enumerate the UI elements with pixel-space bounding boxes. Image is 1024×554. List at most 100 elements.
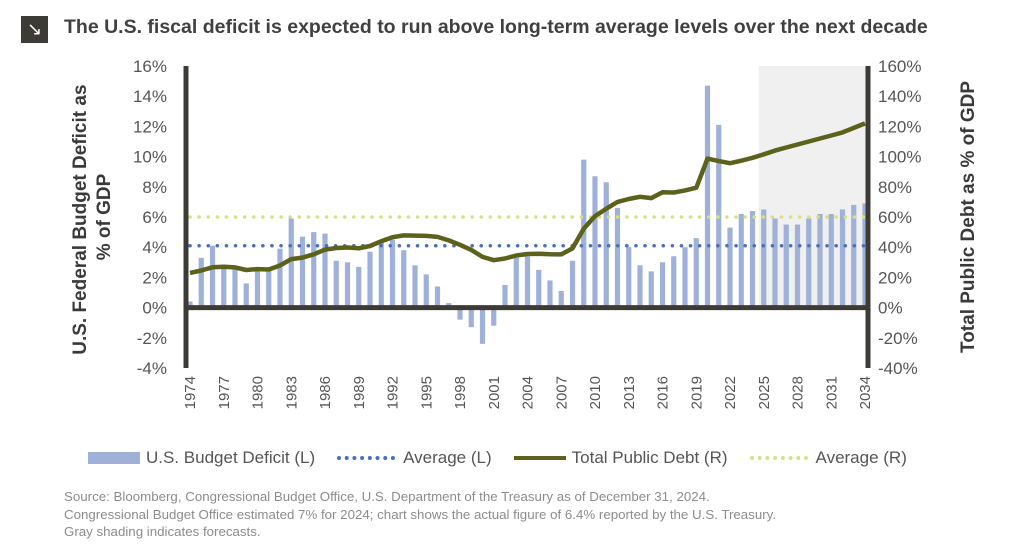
x-tick-year: 2034	[857, 376, 874, 409]
deficit-bar	[749, 210, 756, 308]
deficit-bar	[412, 265, 418, 308]
deficit-bar	[232, 268, 238, 308]
y-tick-left: 0%	[142, 299, 167, 318]
deficit-bar	[547, 280, 553, 308]
deficit-bar	[209, 245, 216, 308]
legend-item-average-right: Average (R)	[749, 448, 907, 468]
x-tick-year: 1992	[385, 376, 402, 409]
y-tick-left: -2%	[137, 329, 167, 348]
deficit-bar	[254, 268, 261, 308]
deficit-bar	[592, 176, 598, 308]
x-tick-year: 2004	[520, 376, 537, 409]
x-tick-year: 2001	[486, 376, 503, 409]
deficit-bar	[479, 307, 486, 344]
total-public-debt-line	[189, 121, 866, 276]
deficit-bar	[198, 257, 204, 308]
deficit-bar	[288, 218, 294, 308]
deficit-bar	[367, 251, 373, 308]
chart-title: The U.S. fiscal deficit is expected to r…	[64, 16, 928, 38]
deficit-bar	[626, 247, 632, 308]
y-axis-right-title: Total Public Debt as % of GDP	[958, 81, 979, 353]
legend-swatch-line	[513, 456, 566, 460]
legend-label: Average (L)	[403, 448, 492, 467]
deficit-bar	[344, 262, 351, 308]
legend-item-deficit: U.S. Budget Deficit (L)	[88, 448, 315, 468]
deficit-bar	[243, 283, 249, 308]
deficit-bar	[682, 247, 688, 308]
y-tick-left: 10%	[133, 148, 167, 167]
x-tick-year: 1977	[216, 376, 233, 409]
deficit-bar	[457, 307, 463, 320]
deficit-bar	[434, 286, 441, 308]
deficit-bar	[491, 307, 497, 326]
legend-swatch-bar	[88, 452, 140, 464]
deficit-bar	[839, 209, 846, 308]
deficit-bar	[311, 232, 317, 308]
deficit-bar	[772, 218, 778, 308]
y-tick-right: 120%	[878, 117, 921, 136]
x-tick-year: 1974	[182, 376, 199, 409]
y-tick-left: 8%	[142, 178, 167, 197]
deficit-bar	[659, 262, 666, 308]
deficit-bar	[828, 213, 834, 308]
y-tick-left: 16%	[133, 57, 167, 76]
y-tick-left: 14%	[133, 87, 167, 106]
x-tick-year: 2031	[823, 376, 840, 409]
y-tick-right: -40%	[878, 359, 918, 378]
y-tick-left: 4%	[142, 238, 167, 257]
deficit-bar	[794, 224, 801, 308]
deficit-bar	[277, 248, 283, 308]
source-line: Source: Bloomberg, Congressional Budget …	[64, 489, 710, 504]
y-tick-right: 100%	[878, 148, 921, 167]
source-note: Source: Bloomberg, Congressional Budget …	[64, 488, 776, 541]
deficit-bar	[299, 236, 306, 308]
deficit-bar	[221, 268, 227, 308]
deficit-bar	[569, 260, 576, 308]
deficit-bar	[401, 250, 407, 308]
x-tick-year: 1986	[317, 376, 334, 409]
deficit-bar	[558, 290, 564, 308]
x-tick-year: 1983	[283, 376, 300, 409]
deficit-bar	[648, 271, 654, 308]
x-tick-year: 1995	[418, 376, 435, 409]
y-tick-right: -20%	[878, 329, 918, 348]
y-tick-right: 60%	[878, 208, 912, 227]
deficit-bar	[513, 257, 519, 308]
x-tick-year: 2025	[756, 376, 773, 409]
legend-swatch-dotted-blue	[337, 456, 396, 460]
legend-label: U.S. Budget Deficit (L)	[146, 448, 316, 467]
legend-item-average-left: Average (L)	[337, 448, 492, 468]
y-tick-left: -4%	[137, 359, 167, 378]
y-tick-right: 140%	[878, 87, 921, 106]
y-axis-left-title-line2: % of GDP	[94, 173, 115, 260]
deficit-bar	[468, 307, 474, 328]
y-tick-left: 2%	[142, 268, 167, 287]
deficit-bar	[502, 284, 508, 308]
y-tick-right: 40%	[878, 238, 912, 257]
y-tick-right: 0%	[878, 299, 903, 318]
deficit-bar	[536, 269, 542, 308]
x-tick-year: 2019	[688, 376, 705, 409]
arrow-down-right-icon: ↘	[21, 16, 48, 43]
legend-label: Average (R)	[815, 448, 907, 467]
x-tick-year: 1998	[452, 376, 469, 409]
y-tick-right: 20%	[878, 268, 912, 287]
deficit-bar	[333, 260, 339, 308]
deficit-bar	[322, 233, 328, 308]
y-tick-right: 80%	[878, 178, 912, 197]
deficit-bar	[671, 256, 677, 308]
deficit-bar	[378, 241, 384, 308]
source-line: Gray shading indicates forecasts.	[64, 524, 261, 539]
deficit-bar	[637, 265, 643, 308]
legend-item-debt: Total Public Debt (R)	[513, 448, 728, 468]
source-line: Congressional Budget Office estimated 7%…	[64, 506, 777, 522]
deficit-bar	[761, 209, 767, 308]
deficit-bar	[817, 213, 823, 308]
deficit-bar	[389, 239, 396, 308]
deficit-bar	[423, 274, 429, 308]
legend: U.S. Budget Deficit (L) Average (L) Tota…	[88, 448, 929, 468]
deficit-bar	[187, 301, 193, 308]
x-tick-year: 2007	[553, 376, 570, 409]
deficit-bar	[851, 204, 857, 308]
